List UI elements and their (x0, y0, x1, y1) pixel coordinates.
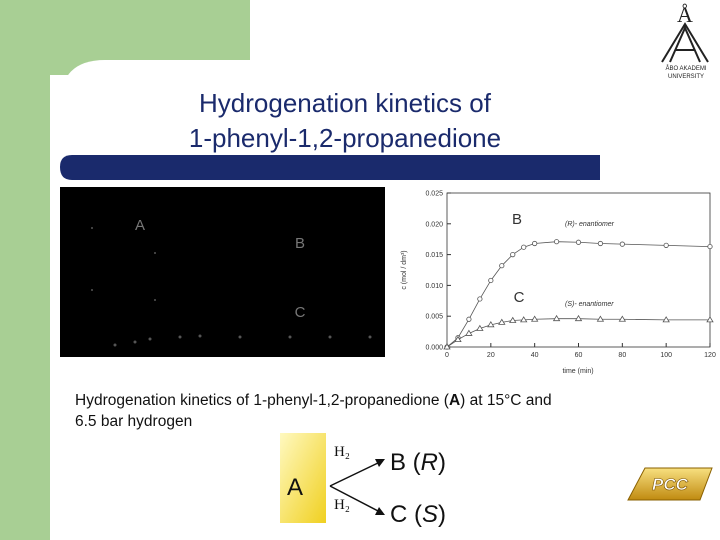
point (509, 316, 517, 323)
chart-annotation: (R)- enantiomer (565, 221, 615, 228)
y-tick-label: 0.000 (425, 345, 443, 352)
point (596, 315, 605, 322)
x-tick-label: 120 (704, 352, 716, 359)
point (618, 315, 627, 322)
point (552, 314, 561, 322)
point (487, 321, 495, 328)
x-tick-label: 20 (487, 352, 495, 359)
point (619, 241, 625, 247)
x-axis-label: time (min) (562, 368, 593, 375)
point (488, 277, 494, 284)
product: C (S) (390, 501, 446, 528)
caption-text: ) at 15°C and (460, 392, 552, 409)
point (476, 324, 484, 331)
product-text: S (422, 501, 438, 528)
arrowheads (375, 459, 385, 515)
chart-annotation: B (512, 211, 522, 228)
y-tick-label: 0.020 (425, 221, 443, 228)
image-dots (91, 227, 372, 347)
point (499, 263, 505, 269)
arrows (329, 461, 381, 513)
y-tick-label: 0.025 (425, 191, 443, 198)
title-bar (60, 155, 600, 180)
reactant: A (287, 474, 303, 501)
y-axis-label: c (mol / dm³) (401, 250, 408, 289)
logo-mark: Å (677, 2, 693, 27)
point (443, 343, 451, 350)
y-tick-label: 0.010 (425, 283, 443, 290)
x-tick-label: 60 (575, 352, 583, 359)
title-line: Hydrogenation kinetics of (199, 88, 492, 118)
point (530, 315, 539, 322)
x-tick-label: 0 (445, 352, 449, 359)
x-tick-label: 100 (660, 352, 672, 359)
point (707, 243, 713, 250)
caption-text: Hydrogenation kinetics of 1‑phenyl‑1,2‑p… (75, 392, 450, 409)
caption-text: A (449, 392, 460, 409)
product-text: B ( (390, 449, 421, 476)
point (532, 240, 538, 247)
point (521, 244, 527, 250)
point (498, 318, 506, 325)
caption: Hydrogenation kinetics of 1‑phenyl‑1,2‑p… (75, 392, 552, 409)
scheme-box (280, 433, 326, 523)
point (477, 296, 483, 302)
chart-annotation: C (514, 289, 525, 306)
point (574, 314, 583, 322)
product: B (R) (390, 449, 446, 476)
logo-text: UNIVERSITY (668, 74, 704, 80)
product-text: ) (438, 501, 446, 528)
chart-annotation: (S)- enantiomer (565, 301, 614, 308)
image-label: A (135, 217, 145, 234)
point (466, 316, 472, 322)
x-tick-label: 40 (531, 352, 539, 359)
point (454, 335, 462, 343)
caption: 6.5 bar hydrogen (75, 413, 192, 430)
point (663, 242, 669, 248)
product-text: ) (438, 449, 446, 476)
reagent: H₂ (334, 444, 350, 460)
chart-panel (385, 187, 720, 375)
point (553, 239, 560, 245)
reagent: H₂ (334, 497, 350, 513)
dark-image (60, 187, 385, 357)
badge (627, 467, 713, 501)
green-strip (0, 0, 50, 540)
badge-text: PCC (652, 475, 689, 494)
point (520, 316, 528, 323)
image-label: C (295, 304, 306, 321)
y-tick-label: 0.015 (425, 252, 443, 259)
logo-text: ÅBO AKADEMI (665, 65, 706, 72)
point (465, 329, 473, 336)
image-label: B (295, 235, 305, 252)
point (706, 316, 714, 323)
chart: 0.000 0.005 0.010 0.015 0.020 0.025 0 20 40 60 80 1… (425, 191, 715, 360)
point (662, 316, 670, 323)
point (597, 240, 604, 247)
title-line: 1‑phenyl‑1,2‑propanedione (189, 123, 501, 153)
point (575, 239, 582, 245)
point (510, 252, 516, 258)
product-text: C ( (390, 501, 422, 528)
product-text: R (421, 449, 438, 476)
y-tick-label: 0.005 (425, 314, 443, 321)
x-tick-label: 80 (618, 352, 626, 359)
logo-graphic (661, 22, 709, 63)
